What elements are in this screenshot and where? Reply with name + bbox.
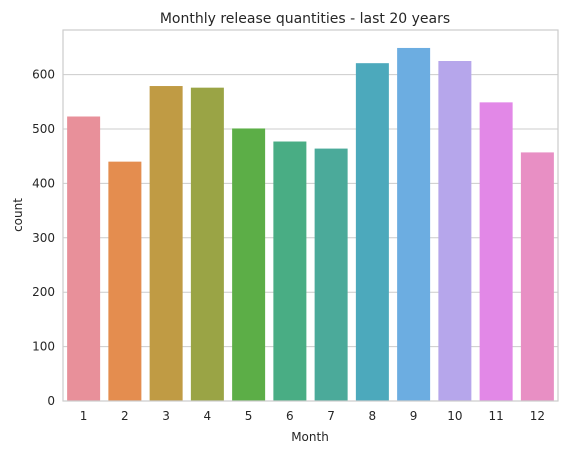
bar-month-11	[479, 102, 513, 402]
bar-month-3	[149, 86, 183, 401]
plot-frame	[62, 29, 559, 402]
bar-month-1	[67, 116, 101, 401]
x-tick-label: 2	[121, 409, 129, 423]
bar-month-10	[438, 61, 472, 402]
y-tick-label: 200	[32, 285, 55, 299]
x-tick-label: 12	[530, 409, 545, 423]
y-axis-ticks: 0 100 200 300 400 500 600	[32, 68, 55, 408]
x-axis-ticks: 1 2 3 4 5 6 7 8 9 10 11 12	[80, 409, 545, 423]
bar-month-12	[520, 152, 554, 401]
x-tick-label: 11	[488, 409, 503, 423]
y-tick-label: 100	[32, 340, 55, 354]
y-axis-label: count	[11, 198, 25, 232]
bar-month-9	[397, 47, 431, 402]
bar-month-5	[232, 128, 266, 401]
x-tick-label: 10	[447, 409, 462, 423]
x-tick-label: 4	[204, 409, 212, 423]
plot-area	[62, 29, 559, 402]
bars	[67, 47, 554, 402]
chart-title: Monthly release quantities - last 20 yea…	[160, 11, 450, 27]
bar-month-7	[314, 148, 348, 401]
y-tick-label: 600	[32, 68, 55, 82]
x-tick-label: 8	[369, 409, 377, 423]
y-tick-label: 500	[32, 122, 55, 136]
gridlines	[63, 74, 558, 348]
x-tick-label: 7	[327, 409, 335, 423]
x-tick-label: 1	[80, 409, 88, 423]
y-tick-label: 0	[47, 394, 55, 408]
bar-month-2	[108, 161, 142, 401]
y-tick-label: 300	[32, 231, 55, 245]
bar-month-4	[190, 87, 224, 402]
bar-month-8	[355, 63, 389, 401]
x-tick-label: 6	[286, 409, 294, 423]
x-axis-label: Month	[291, 430, 329, 444]
x-tick-label: 3	[162, 409, 170, 423]
y-tick-label: 400	[32, 176, 55, 190]
x-tick-label: 9	[410, 409, 418, 423]
bar-month-6	[273, 141, 307, 402]
x-tick-label: 5	[245, 409, 253, 423]
